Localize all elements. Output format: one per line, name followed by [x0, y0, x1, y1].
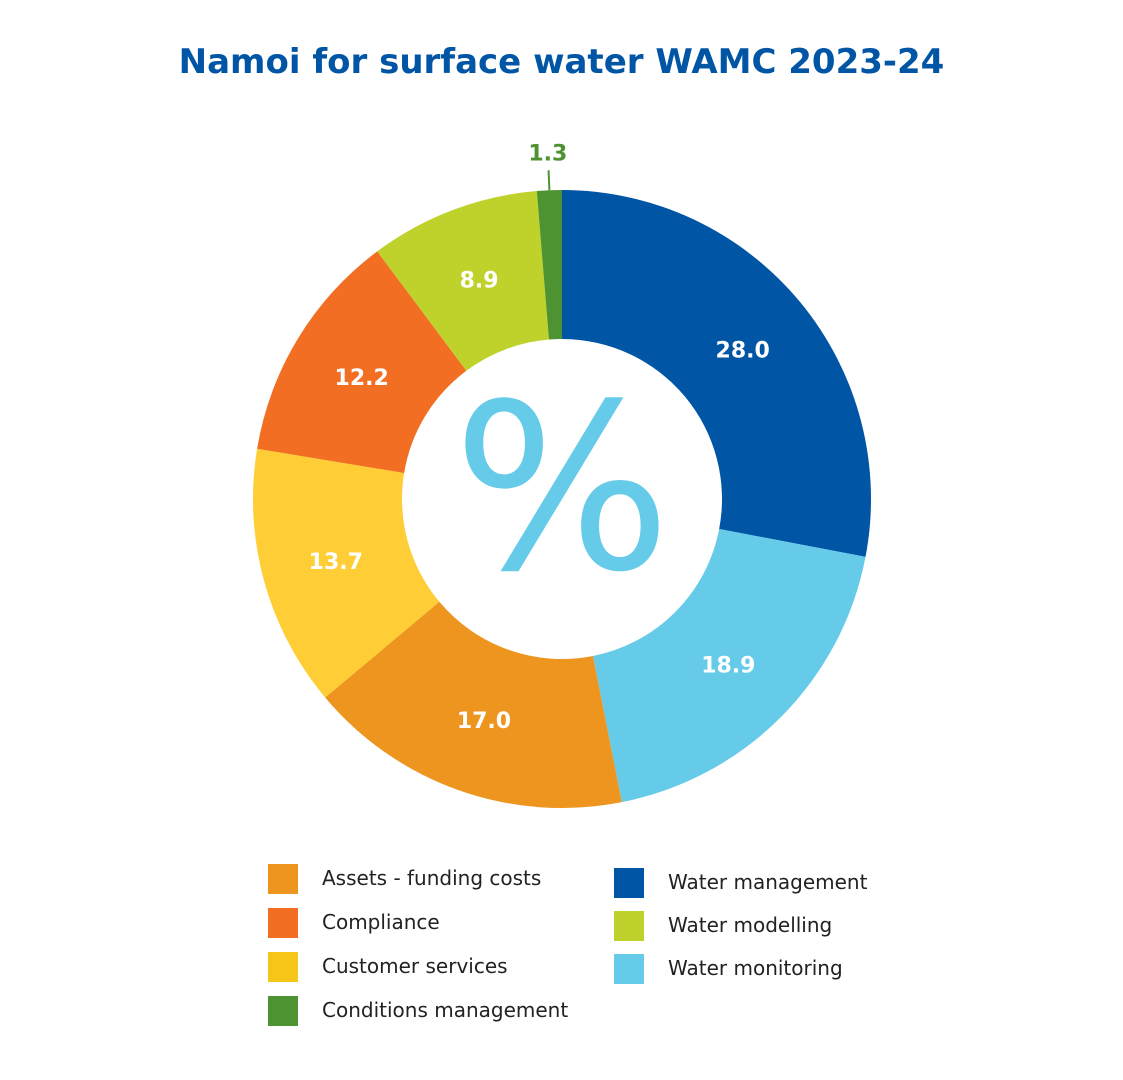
slice-value-label: 8.9 [460, 269, 499, 294]
legend-label: Water modelling [668, 913, 833, 937]
legend-swatch [268, 996, 298, 1026]
percent-icon: % [453, 356, 672, 623]
legend-label: Customer services [322, 954, 508, 978]
slice-water-monitoring [592, 528, 866, 803]
legend-label: Water management [668, 870, 868, 894]
slice-water-modelling [377, 191, 549, 371]
legend-swatch [614, 954, 644, 984]
donut-slices [253, 190, 871, 808]
slice-water-management [562, 190, 871, 557]
slice-value-label: 12.2 [335, 366, 389, 391]
slice-assets-funding-costs [325, 601, 622, 808]
chart-title: Namoi for surface water WAMC 2023-24 [178, 42, 945, 82]
slice-value-label: 13.7 [309, 550, 363, 575]
slice-value-label: 1.3 [528, 141, 567, 166]
slice-value-label: 28.0 [716, 339, 770, 364]
leader-line [547, 170, 551, 191]
legend-label: Compliance [322, 910, 440, 934]
slice-customer-services [253, 448, 440, 698]
slice-value-label: 18.9 [701, 653, 755, 678]
legend-swatch [268, 864, 298, 894]
legend-label: Conditions management [322, 998, 569, 1022]
slice-conditions-management [536, 190, 562, 340]
legend-swatch [614, 868, 644, 898]
legend-label: Assets - funding costs [322, 866, 542, 890]
legend-swatch [614, 911, 644, 941]
slice-compliance [257, 251, 467, 473]
slice-value-label: 17.0 [457, 709, 511, 734]
legend-swatch [268, 908, 298, 938]
slice-labels: 28.0 18.9 17.0 13.7 12.2 8.9 1.3 [309, 141, 770, 734]
legend-swatch [268, 952, 298, 982]
legend-label: Water monitoring [668, 956, 843, 980]
